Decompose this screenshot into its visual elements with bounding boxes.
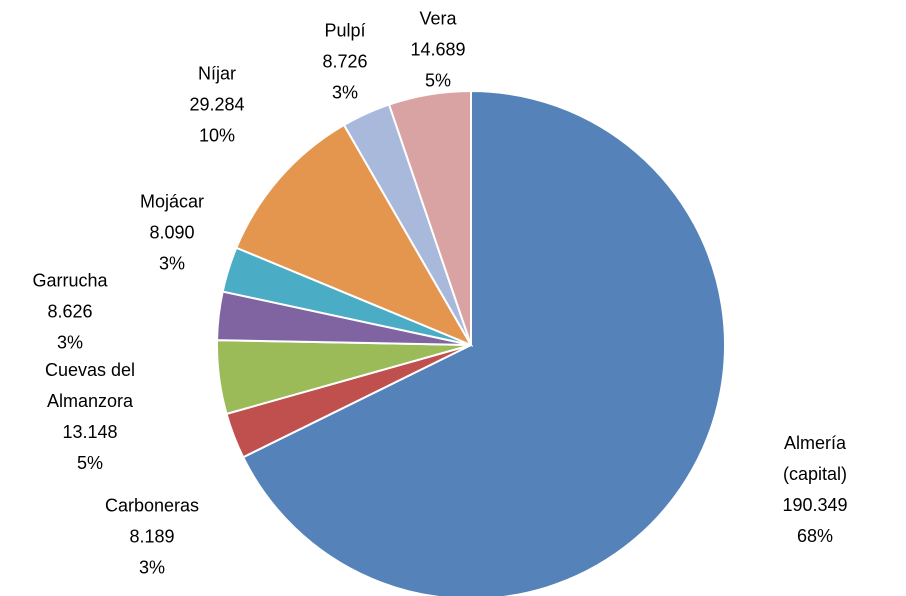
data-label: Mojácar 8.090 3% [140,187,204,280]
slice-name: Almería (capital) [782,433,848,484]
slice-percent: 3% [138,557,165,578]
slice-name: Vera [419,8,457,29]
slice-percent: 10% [198,125,236,146]
pie-slice [241,89,726,596]
slice-percent: 3% [158,253,185,274]
data-label: Cuevas del Almanzora 13.148 5% [20,355,160,479]
slice-name: Níjar [197,63,236,84]
slice-name: Garrucha [32,270,108,291]
slice-value: 8.626 [47,301,93,322]
data-label: Almería (capital) 190.349 68% [770,428,861,552]
data-label: Carboneras 8.189 3% [105,491,199,584]
slice-value: 14.689 [410,39,466,60]
data-label: Garrucha 8.626 3% [32,266,107,359]
slice-name: Mojácar [139,191,205,212]
slice-value: 8.726 [322,51,368,72]
slice-value: 29.284 [189,94,245,115]
slice-name: Cuevas del Almanzora [44,360,136,411]
data-label: Vera 14.689 5% [410,4,465,97]
slice-percent: 3% [56,332,84,353]
slice-value: 190.349 [782,495,848,515]
slice-percent: 68% [796,526,834,546]
pie-slice [235,123,474,348]
slice-value: 8.090 [149,222,195,243]
slice-percent: 5% [76,453,103,473]
data-label: Níjar 29.284 10% [189,59,244,152]
pie-slice [387,89,472,346]
slice-name: Carboneras [104,495,200,516]
slice-name: Pulpí [324,20,366,41]
slice-value: 13.148 [62,422,118,442]
slice-value: 8.189 [129,526,175,547]
slice-percent: 5% [424,70,451,91]
data-label: Pulpí 8.726 3% [322,16,367,109]
slice-percent: 3% [331,82,359,103]
